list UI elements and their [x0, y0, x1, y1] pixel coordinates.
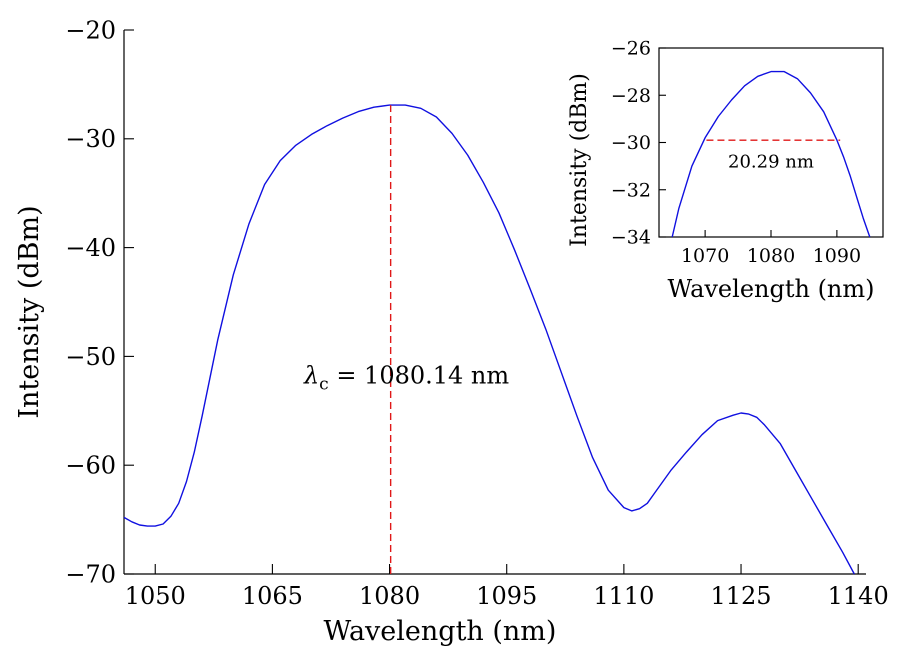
main-y-tick-label: −30: [65, 125, 116, 153]
inset-x-tick-label: 1080: [747, 245, 795, 267]
main-x-tick-label: 1080: [359, 582, 420, 610]
main-spectrum-line: [123, 104, 855, 575]
inset-y-tick-label: −32: [611, 179, 651, 201]
main-y-tick-label: −40: [65, 234, 116, 262]
fwhm-label: 20.29 nm: [728, 151, 814, 172]
main-y-tick-label: −50: [65, 343, 116, 371]
inset-y-tick-label: −28: [611, 85, 651, 107]
main-x-tick-label: 1050: [125, 582, 186, 610]
main-x-tick-label: 1125: [710, 582, 771, 610]
center-wavelength-label: λc = 1080.14 nm: [303, 362, 509, 395]
main-x-axis-label: Wavelength (nm): [324, 616, 557, 647]
inset-y-tick-label: −26: [611, 38, 651, 60]
main-x-tick-label: 1065: [242, 582, 303, 610]
inset-spectrum-line: [671, 70, 871, 238]
main-x-tick-label: 1095: [476, 582, 537, 610]
main-y-tick-label: −70: [65, 560, 116, 588]
inset-x-axis-label: Wavelength (nm): [667, 275, 874, 303]
inset-frame: [658, 47, 884, 238]
main-y-tick-label: −60: [65, 452, 116, 480]
inset-y-tick-label: −30: [611, 132, 651, 154]
inset-x-tick-label: 1090: [813, 245, 861, 267]
main-y-axis-label: Intensity (dBm): [14, 205, 45, 418]
inset-x-tick-label: 1070: [681, 245, 729, 267]
inset-y-axis-label: Intensity (dBm): [567, 73, 592, 247]
inset-chart: −34 −32 −30 −28 −26 1070 1080 1090 20.29 nm Wa…: [567, 38, 884, 303]
main-chart: −70 −60 −50 −40 −30 −20 1050 1065 1080 1095 1110 1…: [14, 16, 889, 647]
inset-y-tick-label: −34: [611, 227, 651, 249]
main-x-tick-label: 1140: [828, 582, 889, 610]
main-y-tick-label: −20: [65, 16, 116, 44]
main-x-tick-label: 1110: [593, 582, 654, 610]
